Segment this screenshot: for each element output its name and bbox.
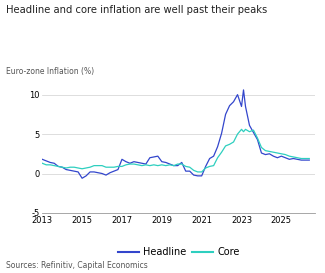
Text: Sources: Refinitiv, Capital Economics: Sources: Refinitiv, Capital Economics <box>6 261 148 270</box>
Text: Euro-zone Inflation (%): Euro-zone Inflation (%) <box>6 67 95 76</box>
Legend: Headline, Core: Headline, Core <box>114 243 244 261</box>
Text: Headline and core inflation are well past their peaks: Headline and core inflation are well pas… <box>6 5 268 16</box>
